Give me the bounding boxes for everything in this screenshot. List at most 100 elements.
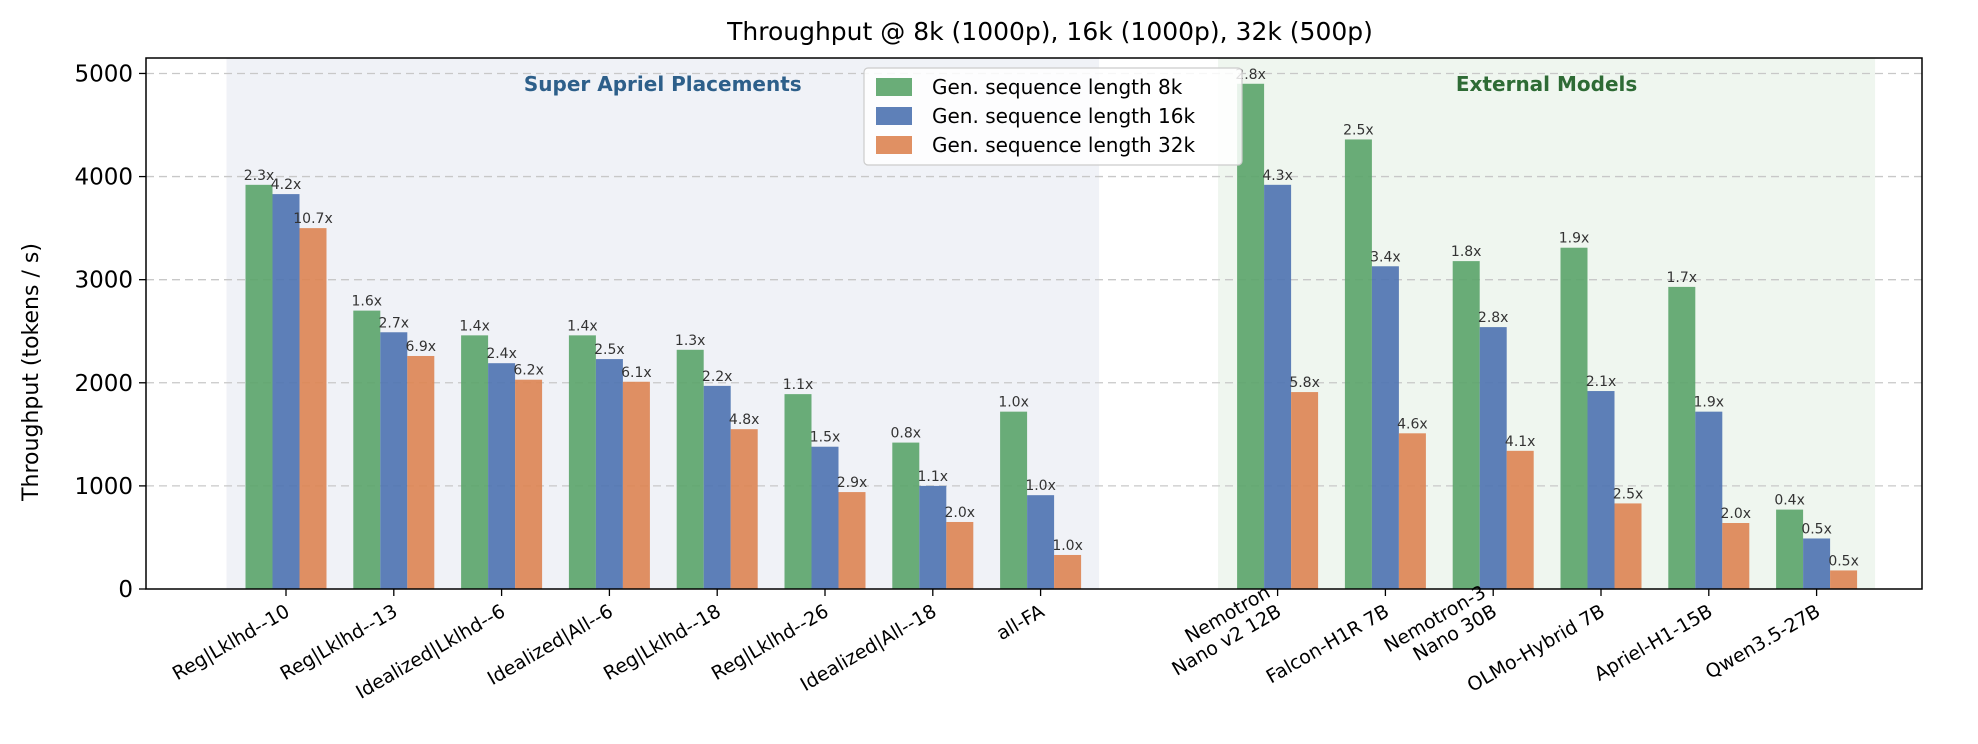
bar-value-label: 1.0x bbox=[1025, 478, 1056, 494]
y-tick-label: 2000 bbox=[74, 371, 133, 397]
bar-16k bbox=[1264, 184, 1292, 590]
bar-value-label: 2.5x bbox=[1343, 122, 1374, 138]
bar-32k bbox=[838, 492, 866, 589]
bar-16k bbox=[488, 363, 516, 589]
bar-value-label: 4.6x bbox=[1397, 416, 1428, 432]
bar-value-label: 1.1x bbox=[918, 469, 949, 485]
legend-entry: Gen. sequence length 16k bbox=[932, 104, 1195, 128]
bar-16k bbox=[919, 485, 947, 589]
x-tick-label-line: Apriel-H1-15B bbox=[1591, 600, 1717, 685]
bar-value-label: 1.9x bbox=[1559, 231, 1590, 247]
bar-8k bbox=[353, 310, 381, 589]
bar-value-label: 2.1x bbox=[1586, 374, 1617, 390]
x-tick-label: Falcon-H1R 7B bbox=[1263, 600, 1393, 688]
bar-16k bbox=[1803, 538, 1831, 589]
bar-8k bbox=[1000, 411, 1028, 589]
x-tick-label-line: Qwen3.5-27B bbox=[1702, 600, 1824, 683]
bar-8k bbox=[784, 394, 812, 589]
bar-16k bbox=[1695, 411, 1723, 589]
bar-32k bbox=[1722, 523, 1750, 589]
bar-value-label: 2.0x bbox=[1721, 506, 1752, 522]
bar-value-label: 1.0x bbox=[998, 395, 1029, 411]
y-tick-label: 1000 bbox=[74, 474, 133, 500]
bar-value-label: 0.4x bbox=[1774, 493, 1805, 509]
x-tick-label: all-FA bbox=[993, 600, 1048, 645]
bar-16k bbox=[1027, 495, 1055, 589]
bar-value-label: 1.4x bbox=[567, 318, 598, 334]
bar-value-label: 10.7x bbox=[293, 211, 332, 227]
bar-32k bbox=[1506, 450, 1534, 589]
bar-value-label: 4.2x bbox=[271, 177, 302, 193]
y-tick-label: 5000 bbox=[74, 61, 133, 87]
bar-value-label: 1.4x bbox=[459, 318, 490, 334]
bar-16k bbox=[380, 332, 408, 589]
bar-value-label: 2.8x bbox=[1478, 310, 1509, 326]
bar-value-label: 2.7x bbox=[379, 315, 410, 331]
bar-16k bbox=[811, 446, 839, 589]
bar-value-label: 6.1x bbox=[621, 365, 652, 381]
bar-16k bbox=[1371, 266, 1399, 589]
bar-value-label: 2.5x bbox=[594, 342, 625, 358]
bar-value-label: 2.4x bbox=[486, 346, 517, 362]
bar-value-label: 2.9x bbox=[837, 475, 868, 491]
bar-16k bbox=[1479, 327, 1507, 589]
bar-value-label: 1.0x bbox=[1052, 538, 1083, 554]
bar-value-label: 2.0x bbox=[945, 505, 976, 521]
bar-value-label: 1.6x bbox=[352, 294, 383, 310]
bar-32k bbox=[622, 381, 650, 589]
bar-value-label: 1.1x bbox=[783, 377, 814, 393]
legend-entry: Gen. sequence length 8k bbox=[932, 75, 1183, 99]
y-tick-label: 0 bbox=[118, 577, 133, 603]
bar-32k bbox=[1291, 392, 1319, 589]
bar-8k bbox=[1237, 83, 1265, 589]
x-tick-label: Nemotron-3Nano 30B bbox=[1380, 581, 1500, 676]
legend-entry: Gen. sequence length 32k bbox=[932, 133, 1195, 157]
bar-value-label: 5.8x bbox=[1289, 375, 1320, 391]
legend-box bbox=[863, 67, 1243, 166]
bar-8k bbox=[1776, 509, 1804, 589]
bar-8k bbox=[1344, 139, 1372, 589]
bar-32k bbox=[515, 379, 543, 589]
x-tick-label-line: Reg|Lklhd--10 bbox=[169, 600, 294, 685]
chart-title: Throughput @ 8k (1000p), 16k (1000p), 32… bbox=[726, 17, 1373, 46]
bar-16k bbox=[1587, 391, 1615, 589]
bar-32k bbox=[407, 355, 435, 589]
bar-32k bbox=[1614, 503, 1642, 589]
bar-8k bbox=[568, 335, 596, 589]
x-tick-label-line: all-FA bbox=[993, 600, 1048, 645]
bar-value-label: 1.3x bbox=[675, 333, 706, 349]
bar-8k bbox=[245, 184, 273, 590]
bar-value-label: 4.1x bbox=[1505, 434, 1536, 450]
bar-8k bbox=[461, 335, 489, 589]
bar-16k bbox=[703, 385, 731, 589]
x-tick-label: NemotronNano v2 12B bbox=[1157, 581, 1285, 680]
bar-32k bbox=[730, 429, 758, 589]
group-label: External Models bbox=[1456, 72, 1637, 96]
bar-32k bbox=[946, 521, 974, 589]
x-tick-label: Reg|Lklhd--18 bbox=[600, 600, 725, 685]
group-region-1 bbox=[1218, 58, 1876, 589]
bar-value-label: 4.3x bbox=[1262, 168, 1293, 184]
bar-value-label: 4.8x bbox=[729, 412, 760, 428]
plot-frame bbox=[145, 57, 1923, 590]
bar-8k bbox=[1452, 261, 1480, 589]
bar-value-label: 2.8x bbox=[1235, 67, 1266, 83]
bar-32k bbox=[299, 228, 327, 589]
bar-value-label: 1.8x bbox=[1451, 244, 1482, 260]
bar-32k bbox=[1830, 570, 1858, 589]
x-tick-label: Qwen3.5-27B bbox=[1702, 600, 1824, 683]
bar-32k bbox=[1054, 554, 1082, 589]
bar-16k bbox=[595, 359, 623, 589]
bar-value-label: 0.5x bbox=[1828, 553, 1859, 569]
bar-value-label: 6.9x bbox=[406, 339, 437, 355]
bar-value-label: 0.8x bbox=[891, 426, 922, 442]
legend-swatch bbox=[876, 107, 912, 125]
bar-value-label: 2.2x bbox=[702, 369, 733, 385]
y-axis-label: Throughput (tokens / s) bbox=[19, 243, 44, 502]
bar-value-label: 2.3x bbox=[244, 168, 275, 184]
bar-value-label: 1.7x bbox=[1667, 270, 1698, 286]
bar-value-label: 1.9x bbox=[1694, 395, 1725, 411]
bar-value-label: 1.5x bbox=[810, 430, 841, 446]
